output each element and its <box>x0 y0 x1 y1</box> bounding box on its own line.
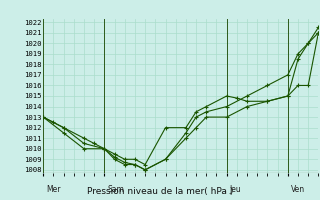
Text: Sam: Sam <box>108 185 124 194</box>
Text: Ven: Ven <box>291 185 305 194</box>
Text: Pression niveau de la mer( hPa ): Pression niveau de la mer( hPa ) <box>87 187 233 196</box>
Text: Jeu: Jeu <box>230 185 242 194</box>
Text: Mer: Mer <box>46 185 61 194</box>
